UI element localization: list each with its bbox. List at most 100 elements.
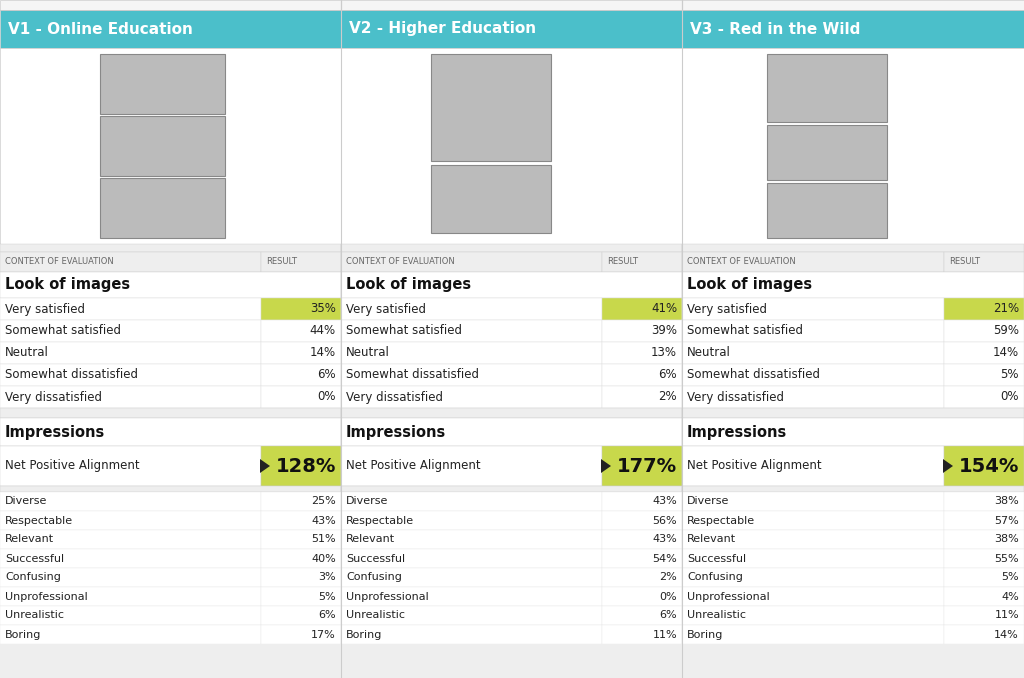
Text: 3%: 3% <box>318 572 336 582</box>
Bar <box>100 178 225 238</box>
Bar <box>944 492 1024 511</box>
Text: Unprofessional: Unprofessional <box>687 591 770 601</box>
Bar <box>261 320 341 342</box>
Bar <box>767 183 887 238</box>
Text: Very dissatisfied: Very dissatisfied <box>687 391 784 403</box>
Text: 14%: 14% <box>310 346 336 359</box>
Bar <box>341 0 682 10</box>
Text: 11%: 11% <box>994 610 1019 620</box>
Bar <box>682 320 944 342</box>
Text: Very dissatisfied: Very dissatisfied <box>346 391 443 403</box>
Text: 2%: 2% <box>658 391 677 403</box>
Text: Relevant: Relevant <box>687 534 736 544</box>
Bar <box>0 530 261 549</box>
Text: CONTEXT OF EVALUATION: CONTEXT OF EVALUATION <box>5 258 114 266</box>
Text: 38%: 38% <box>994 534 1019 544</box>
Text: 0%: 0% <box>317 391 336 403</box>
Bar <box>341 252 602 272</box>
Text: Somewhat dissatisfied: Somewhat dissatisfied <box>687 369 820 382</box>
Text: Boring: Boring <box>5 629 41 639</box>
Bar <box>682 272 1024 298</box>
Bar <box>341 486 682 492</box>
Bar <box>682 364 944 386</box>
Bar <box>944 320 1024 342</box>
Bar <box>0 252 261 272</box>
Text: 40%: 40% <box>311 553 336 563</box>
Bar <box>602 587 682 606</box>
Bar <box>341 511 602 530</box>
Text: Somewhat satisfied: Somewhat satisfied <box>687 325 803 338</box>
Bar <box>341 386 602 408</box>
Bar <box>944 606 1024 625</box>
Text: Unrealistic: Unrealistic <box>346 610 406 620</box>
Text: 0%: 0% <box>659 591 677 601</box>
Bar <box>261 446 341 486</box>
Bar <box>341 244 682 252</box>
Text: 43%: 43% <box>652 534 677 544</box>
Text: 4%: 4% <box>1001 591 1019 601</box>
Bar <box>602 342 682 364</box>
Bar <box>682 486 1024 492</box>
Bar <box>0 0 341 10</box>
Text: V3 - Red in the Wild: V3 - Red in the Wild <box>690 22 860 37</box>
Bar <box>602 252 682 272</box>
Text: Relevant: Relevant <box>346 534 395 544</box>
Bar <box>0 511 261 530</box>
Text: Confusing: Confusing <box>687 572 742 582</box>
Bar <box>431 165 551 233</box>
Text: Impressions: Impressions <box>5 424 105 439</box>
Bar <box>341 272 682 298</box>
Text: 35%: 35% <box>310 302 336 315</box>
Text: Confusing: Confusing <box>5 572 60 582</box>
Bar <box>261 252 341 272</box>
Bar <box>261 549 341 568</box>
Text: Neutral: Neutral <box>687 346 731 359</box>
Text: 6%: 6% <box>318 610 336 620</box>
Bar <box>261 625 341 644</box>
Bar <box>602 320 682 342</box>
Bar <box>341 606 602 625</box>
Text: Neutral: Neutral <box>346 346 390 359</box>
Text: Neutral: Neutral <box>5 346 49 359</box>
Text: Very satisfied: Very satisfied <box>687 302 767 315</box>
Bar <box>682 342 944 364</box>
Bar <box>682 408 1024 418</box>
Bar <box>341 549 602 568</box>
Bar <box>682 252 944 272</box>
Bar <box>0 606 261 625</box>
Bar <box>261 568 341 587</box>
Text: Very satisfied: Very satisfied <box>346 302 426 315</box>
Bar <box>602 530 682 549</box>
Text: 25%: 25% <box>311 496 336 506</box>
Text: 54%: 54% <box>652 553 677 563</box>
Bar <box>944 549 1024 568</box>
Text: RESULT: RESULT <box>266 258 297 266</box>
Bar <box>341 568 602 587</box>
Text: RESULT: RESULT <box>607 258 638 266</box>
Bar <box>341 10 682 48</box>
Bar <box>944 386 1024 408</box>
Bar <box>682 446 944 486</box>
Bar <box>682 530 944 549</box>
Bar <box>682 10 1024 48</box>
Text: 5%: 5% <box>1000 369 1019 382</box>
Bar <box>944 364 1024 386</box>
Bar <box>682 418 1024 446</box>
Text: 2%: 2% <box>659 572 677 582</box>
Bar <box>944 511 1024 530</box>
Bar <box>341 418 682 446</box>
Text: V2 - Higher Education: V2 - Higher Education <box>349 22 537 37</box>
Bar <box>341 625 602 644</box>
Text: Unrealistic: Unrealistic <box>687 610 746 620</box>
Text: Very dissatisfied: Very dissatisfied <box>5 391 102 403</box>
Text: CONTEXT OF EVALUATION: CONTEXT OF EVALUATION <box>687 258 796 266</box>
Text: Somewhat dissatisfied: Somewhat dissatisfied <box>5 369 138 382</box>
Bar <box>602 549 682 568</box>
Bar <box>261 342 341 364</box>
Bar <box>602 298 682 320</box>
Text: 154%: 154% <box>958 456 1019 475</box>
Text: 51%: 51% <box>311 534 336 544</box>
Text: Unprofessional: Unprofessional <box>5 591 88 601</box>
Text: 59%: 59% <box>993 325 1019 338</box>
Bar <box>261 298 341 320</box>
